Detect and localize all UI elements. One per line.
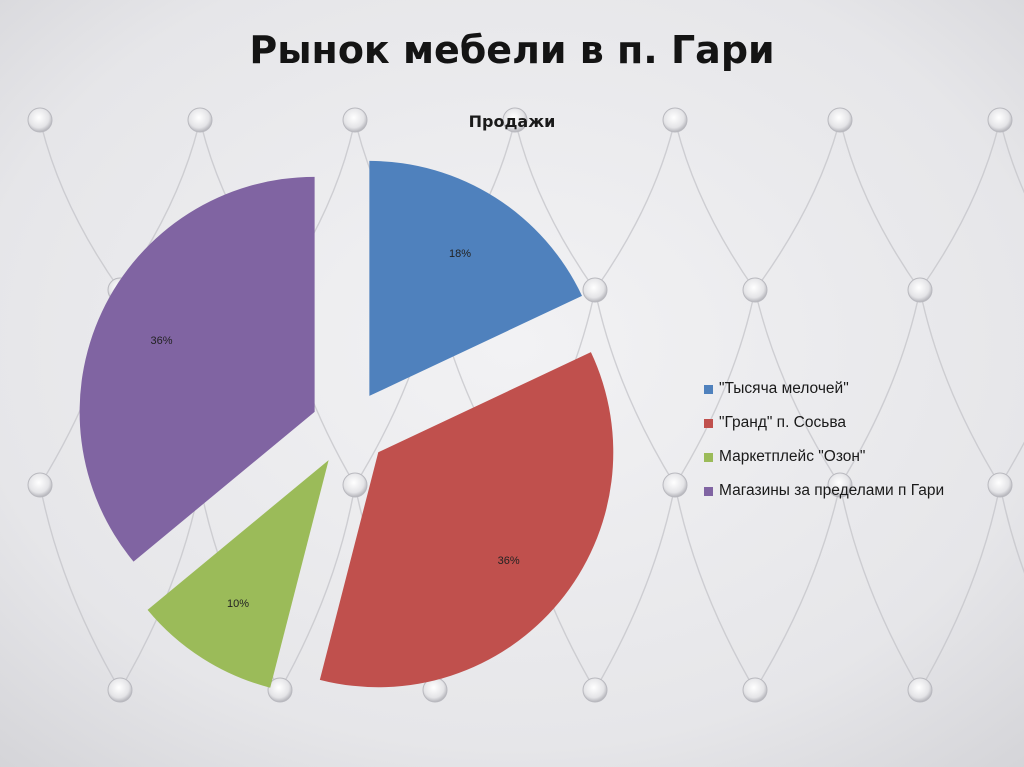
- legend-label: Маркетплейс "Озон": [719, 448, 866, 465]
- slice-marketplace-ozon: [147, 460, 329, 688]
- slide-title: Рынок мебели в п. Гари: [249, 28, 775, 72]
- legend-item: "Тысяча мелочей": [704, 372, 944, 406]
- slice-data-label: 36%: [151, 335, 173, 347]
- slice-grand-sosva: [319, 352, 614, 688]
- legend-label: "Тысяча мелочей": [719, 380, 849, 397]
- chart-title: Продажи: [469, 112, 556, 131]
- legend-swatch: [704, 384, 713, 394]
- slice-data-label: 36%: [498, 555, 520, 567]
- legend-swatch: [704, 486, 713, 496]
- slice-data-label: 18%: [449, 248, 471, 260]
- legend-label: "Гранд" п. Сосьва: [719, 414, 847, 431]
- slice-tysyacha-melochey: [369, 160, 582, 396]
- chart-legend: "Тысяча мелочей" "Гранд" п. Сосьва Маркетп…: [704, 372, 944, 508]
- slice-data-label: 10%: [227, 598, 249, 610]
- legend-swatch: [704, 452, 713, 462]
- legend-label: Магазины за пределами п Гари: [719, 482, 945, 499]
- legend-item: Магазины за пределами п Гари: [704, 474, 944, 508]
- legend-swatch: [704, 418, 713, 428]
- slice-stores-outside-gari: [79, 176, 315, 562]
- legend-item: "Гранд" п. Сосьва: [704, 406, 944, 440]
- legend-item: Маркетплейс "Озон": [704, 440, 944, 474]
